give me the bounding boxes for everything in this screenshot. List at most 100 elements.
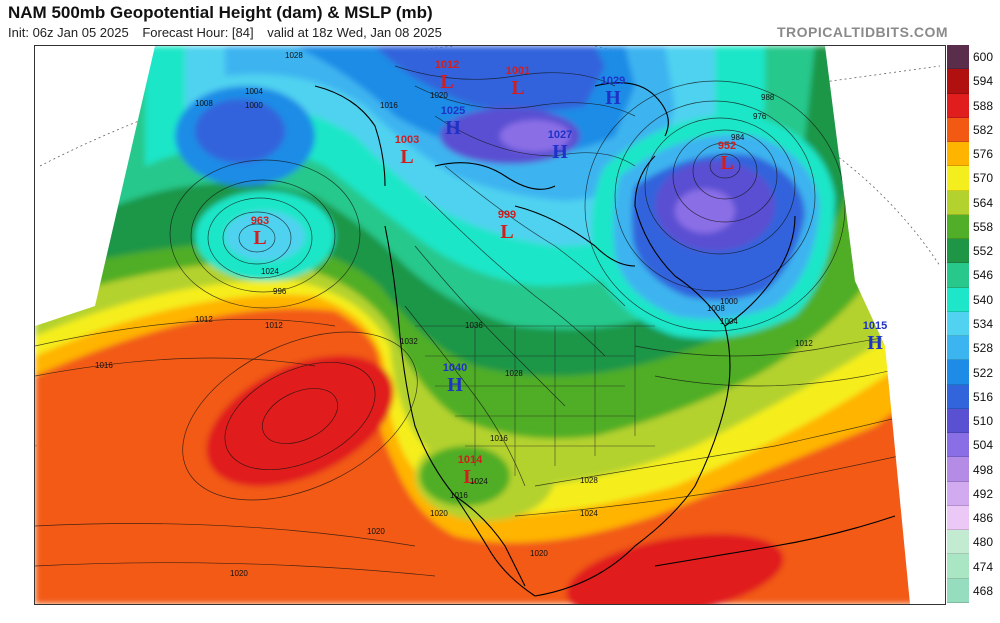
mslp-isobars [35, 65, 910, 577]
pressure-value: 1027 [548, 129, 572, 141]
isobar-label: 1024 [470, 477, 488, 486]
pressure-letter: L [400, 146, 413, 168]
colorbar-swatch [947, 336, 969, 361]
isobar-label: 1020 [367, 527, 385, 536]
isobar-label: 1028 [285, 51, 303, 60]
map-run-info: Init: 06z Jan 05 2025 Forecast Hour: [84… [8, 25, 452, 40]
isobar-label: 1008 [195, 99, 213, 108]
map-panel: 1012 L 1001 L 1003 L 963 L 999 L 952 L 1014 L 1025 H 102… [34, 45, 946, 605]
colorbar-label: 480 [973, 535, 994, 550]
pressure-value: 952 [718, 140, 736, 152]
colorbar-swatch [947, 578, 969, 603]
colorbar-swatch [947, 263, 969, 288]
colorbar-label: 576 [973, 147, 994, 162]
colorbar-label: 540 [973, 292, 994, 307]
pressure-value: 1040 [443, 362, 467, 374]
colorbar-label: 588 [973, 98, 994, 113]
colorbar-label: 510 [973, 414, 994, 429]
height-colorbar [947, 45, 969, 603]
pressure-value: 1025 [441, 105, 465, 117]
colorbar-swatch [947, 481, 969, 506]
coastlines [314, 82, 896, 597]
isobar-label: 988 [761, 93, 775, 102]
pressure-letter: L [253, 227, 266, 249]
colorbar-swatch [947, 214, 969, 240]
colorbar-swatch [947, 166, 969, 191]
pressure-value: 963 [251, 215, 269, 227]
colorbar-swatch [947, 69, 969, 94]
colorbar-swatch [947, 384, 969, 409]
isobar-label: 1004 [245, 87, 263, 96]
colorbar-label: 492 [973, 486, 994, 501]
isobar-label: 976 [753, 112, 767, 121]
colorbar-swatch [947, 433, 969, 458]
pressure-letter: H [447, 374, 463, 396]
pressure-letter: L [440, 71, 453, 93]
pressure-letter: H [867, 332, 883, 354]
colorbar-swatch [947, 311, 969, 337]
colorbar-swatch [947, 287, 969, 312]
colorbar-swatch [947, 360, 969, 385]
isobar-label: 1016 [450, 491, 468, 500]
pressure-letter: L [463, 466, 476, 488]
pressure-letter: H [445, 117, 461, 139]
colorbar-label: 594 [973, 74, 994, 89]
colorbar-swatch [947, 117, 969, 143]
isobar-label: 1024 [580, 509, 598, 518]
isobar-label: 1016 [95, 361, 113, 370]
isobar-label: 1000 [720, 297, 738, 306]
map-title: NAM 500mb Geopotential Height (dam) & MS… [8, 3, 433, 22]
colorbar-swatch [947, 142, 969, 167]
pressure-letter: H [605, 87, 621, 109]
isobar-label: 1036 [465, 321, 483, 330]
colorbar-swatch [947, 239, 969, 264]
colorbar-label: 504 [973, 438, 994, 453]
pressure-letter: L [720, 152, 733, 174]
colorbar-label: 528 [973, 341, 994, 356]
colorbar-label: 522 [973, 365, 994, 380]
init-time: Init: 06z Jan 05 2025 [8, 25, 129, 40]
state-borders [415, 325, 655, 476]
pressure-value: 999 [498, 209, 516, 221]
pressure-value: 1003 [395, 134, 419, 146]
colorbar-label: 486 [973, 511, 994, 526]
colorbar-label: 468 [973, 583, 994, 598]
pressure-letter: L [511, 77, 524, 99]
colorbar-label: 570 [973, 171, 994, 186]
colorbar-swatch [947, 554, 969, 579]
isobar-label: 1020 [430, 509, 448, 518]
isobar-label: 1004 [720, 317, 738, 326]
colorbar-swatch [947, 505, 969, 531]
colorbar-label: 498 [973, 462, 994, 477]
isobar-label: 1016 [380, 101, 398, 110]
forecast-hour: Forecast Hour: [84] [142, 25, 254, 40]
colorbar-label: 546 [973, 268, 994, 283]
isobar-label: 1000 [245, 101, 263, 110]
isobar-label: 1020 [230, 569, 248, 578]
isobar-label: 1008 [707, 304, 725, 313]
colorbar-label: 600 [973, 50, 994, 65]
colorbar-label: 474 [973, 559, 994, 574]
colorbar-swatch [947, 530, 969, 555]
isobar-label: 1028 [505, 369, 523, 378]
pressure-value: 1001 [506, 65, 530, 77]
isobar-label: 1032 [400, 337, 418, 346]
pressure-value: 1014 [458, 454, 483, 466]
isobar-label: 996 [273, 287, 287, 296]
isobar-label: 1012 [195, 315, 213, 324]
isobar-label: 1012 [795, 339, 813, 348]
colorbar-swatch [947, 93, 969, 118]
pressure-value: 1029 [601, 75, 625, 87]
